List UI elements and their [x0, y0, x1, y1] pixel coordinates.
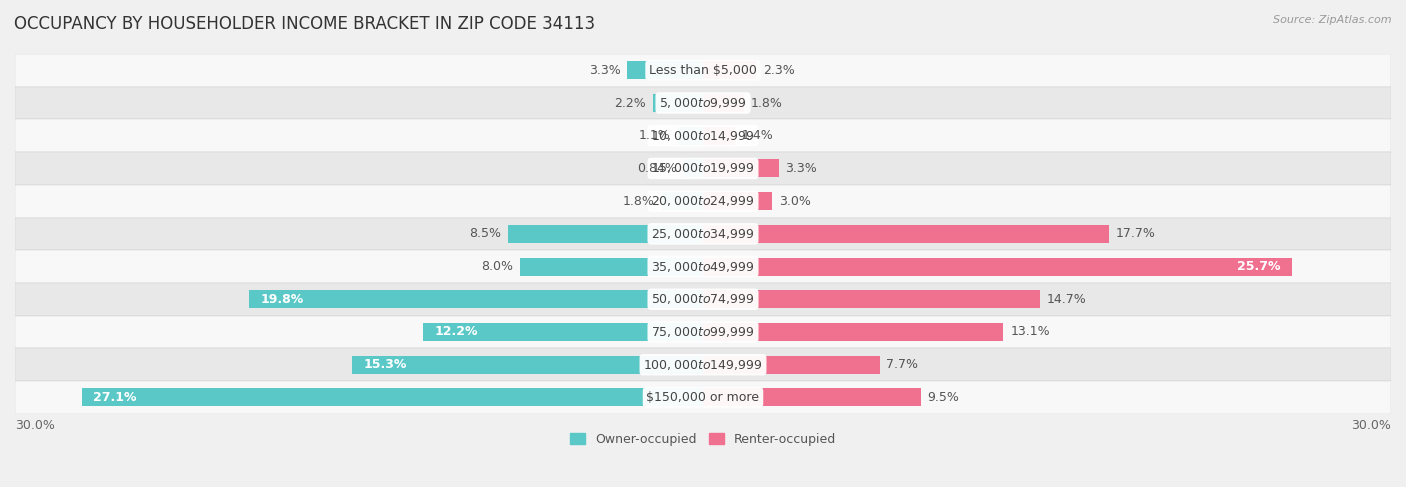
Bar	[703, 225, 1109, 243]
Bar	[703, 159, 779, 177]
Bar	[15, 283, 1391, 316]
Bar	[508, 225, 703, 243]
Text: $20,000 to $24,999: $20,000 to $24,999	[651, 194, 755, 208]
Text: 27.1%: 27.1%	[93, 391, 136, 404]
Bar	[703, 94, 744, 112]
Bar	[15, 381, 1391, 414]
Text: $15,000 to $19,999: $15,000 to $19,999	[651, 162, 755, 175]
Text: 12.2%: 12.2%	[434, 325, 478, 338]
Text: 1.1%: 1.1%	[640, 129, 671, 142]
Text: 15.3%: 15.3%	[364, 358, 406, 371]
Bar	[15, 348, 1391, 381]
Text: 17.7%: 17.7%	[1116, 227, 1156, 241]
Bar	[15, 316, 1391, 348]
Text: 13.1%: 13.1%	[1011, 325, 1050, 338]
Text: 7.7%: 7.7%	[886, 358, 918, 371]
Bar	[683, 159, 703, 177]
Bar	[703, 258, 1292, 276]
Bar	[703, 61, 756, 79]
Text: 0.84%: 0.84%	[637, 162, 676, 175]
Bar	[520, 258, 703, 276]
Bar	[703, 127, 735, 145]
Bar	[703, 356, 880, 374]
Text: $5,000 to $9,999: $5,000 to $9,999	[659, 96, 747, 110]
Text: 3.3%: 3.3%	[589, 64, 620, 77]
Bar	[652, 94, 703, 112]
Text: $35,000 to $49,999: $35,000 to $49,999	[651, 260, 755, 274]
Bar	[82, 389, 703, 407]
Bar	[15, 54, 1391, 87]
Text: $25,000 to $34,999: $25,000 to $34,999	[651, 227, 755, 241]
Text: 25.7%: 25.7%	[1237, 260, 1281, 273]
Text: 3.0%: 3.0%	[779, 195, 810, 207]
Text: 8.5%: 8.5%	[470, 227, 501, 241]
Bar	[15, 250, 1391, 283]
Text: 8.0%: 8.0%	[481, 260, 513, 273]
Text: 9.5%: 9.5%	[928, 391, 960, 404]
Bar	[249, 290, 703, 308]
Text: 2.3%: 2.3%	[762, 64, 794, 77]
Bar	[423, 323, 703, 341]
Text: 30.0%: 30.0%	[15, 419, 55, 431]
Bar	[703, 389, 921, 407]
Text: OCCUPANCY BY HOUSEHOLDER INCOME BRACKET IN ZIP CODE 34113: OCCUPANCY BY HOUSEHOLDER INCOME BRACKET …	[14, 15, 595, 33]
Text: 30.0%: 30.0%	[1351, 419, 1391, 431]
Text: $150,000 or more: $150,000 or more	[647, 391, 759, 404]
Bar	[15, 185, 1391, 218]
Bar	[703, 323, 1004, 341]
Text: Less than $5,000: Less than $5,000	[650, 64, 756, 77]
Text: 2.2%: 2.2%	[614, 96, 645, 110]
Bar	[15, 218, 1391, 250]
Bar	[678, 127, 703, 145]
Bar	[15, 152, 1391, 185]
Text: 1.4%: 1.4%	[742, 129, 773, 142]
Bar	[662, 192, 703, 210]
Bar	[352, 356, 703, 374]
Legend: Owner-occupied, Renter-occupied: Owner-occupied, Renter-occupied	[565, 428, 841, 450]
Bar	[15, 87, 1391, 119]
Bar	[15, 119, 1391, 152]
Text: 3.3%: 3.3%	[786, 162, 817, 175]
Text: 19.8%: 19.8%	[260, 293, 304, 306]
Text: $100,000 to $149,999: $100,000 to $149,999	[644, 358, 762, 372]
Bar	[627, 61, 703, 79]
Bar	[703, 192, 772, 210]
Text: $75,000 to $99,999: $75,000 to $99,999	[651, 325, 755, 339]
Text: 1.8%: 1.8%	[751, 96, 783, 110]
Text: $50,000 to $74,999: $50,000 to $74,999	[651, 292, 755, 306]
Text: $10,000 to $14,999: $10,000 to $14,999	[651, 129, 755, 143]
Bar	[703, 290, 1040, 308]
Text: 1.8%: 1.8%	[623, 195, 655, 207]
Text: 14.7%: 14.7%	[1047, 293, 1087, 306]
Text: Source: ZipAtlas.com: Source: ZipAtlas.com	[1274, 15, 1392, 25]
